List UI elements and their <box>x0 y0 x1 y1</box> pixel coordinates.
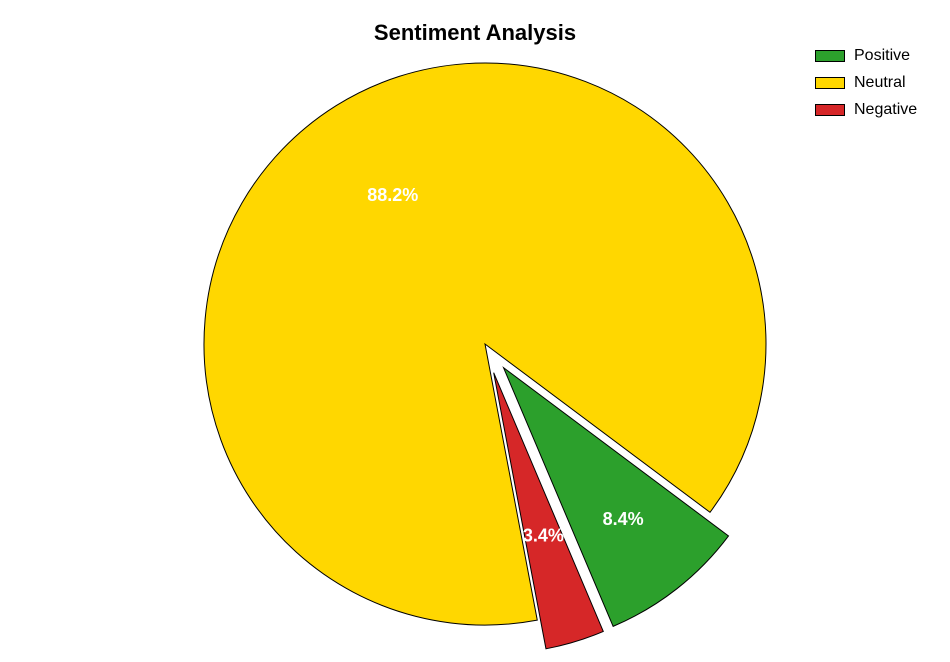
legend-item-positive: Positive <box>815 48 917 64</box>
legend-label-negative: Negative <box>854 102 917 118</box>
legend-label-positive: Positive <box>854 48 910 64</box>
sentiment-pie-chart: Sentiment Analysis 8.4%3.4%88.2% Positiv… <box>0 0 950 662</box>
legend-label-neutral: Neutral <box>854 75 906 91</box>
legend-swatch-positive <box>815 50 845 62</box>
pie-svg: 8.4% 3.4% 88.2% <box>0 0 950 662</box>
pie-slice-label-neutral: 88.2% <box>367 185 418 205</box>
legend-swatch-negative <box>815 104 845 116</box>
legend: Positive Neutral Negative <box>815 48 917 118</box>
legend-swatch-neutral <box>815 77 845 89</box>
pie-slice-label-negative: 3.4% <box>523 526 564 546</box>
pie-slice-label-positive: 8.4% <box>603 509 644 529</box>
legend-item-negative: Negative <box>815 102 917 118</box>
legend-item-neutral: Neutral <box>815 75 917 91</box>
